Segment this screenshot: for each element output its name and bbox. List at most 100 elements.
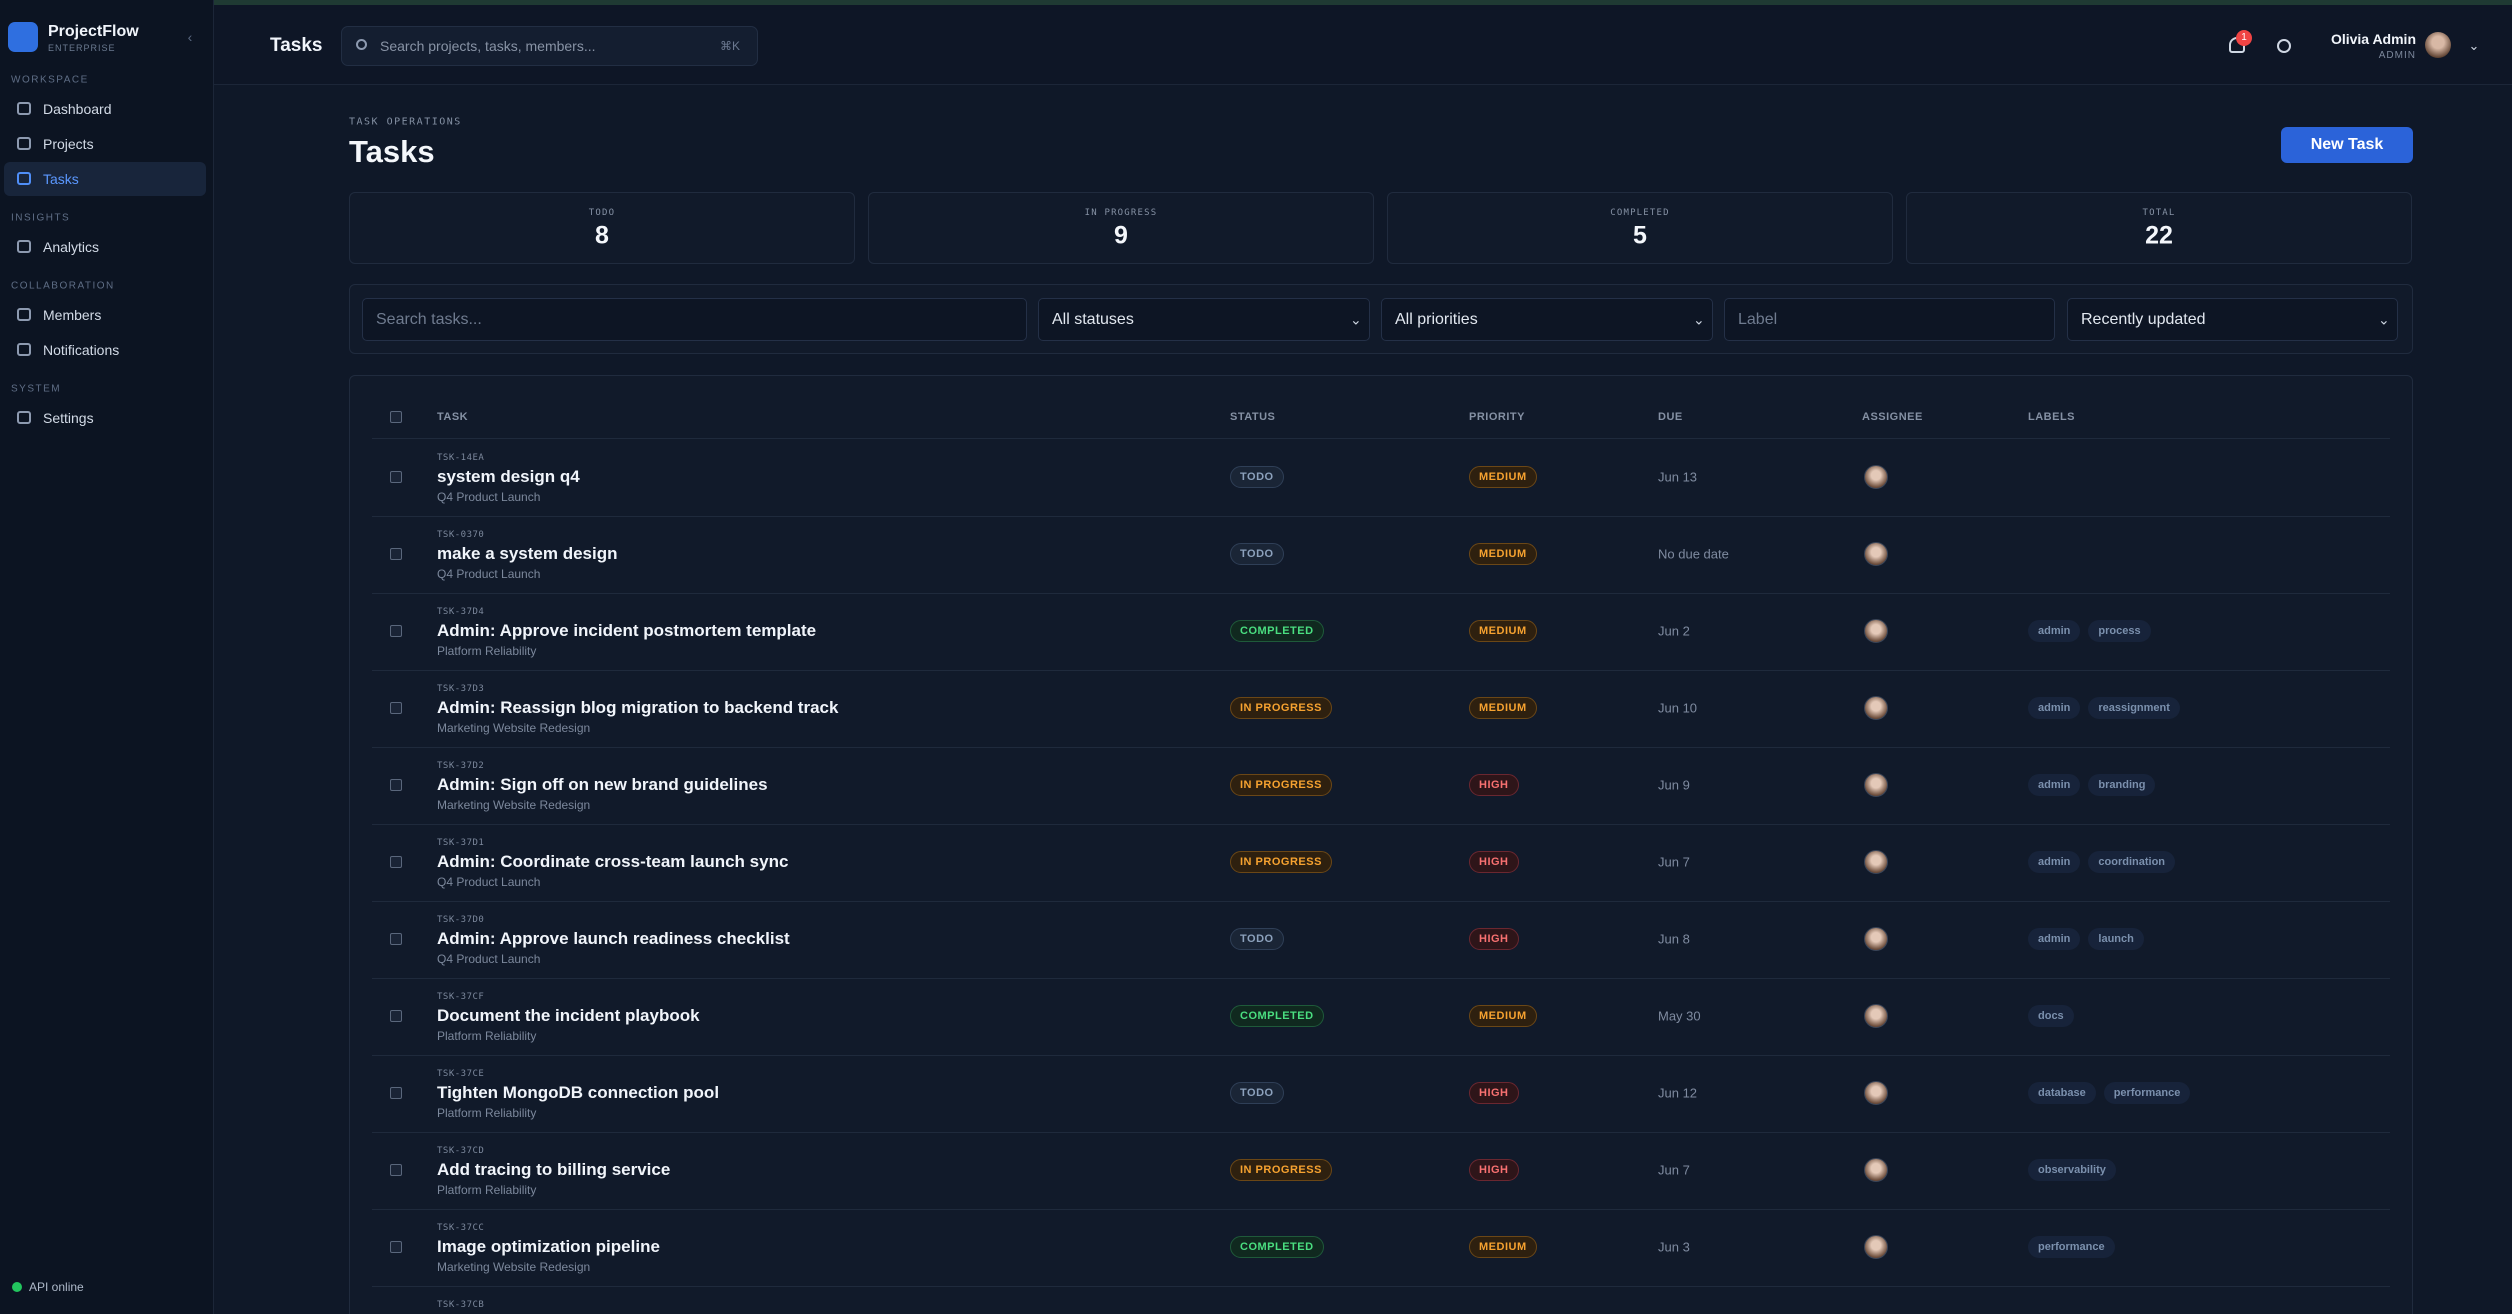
- row-checkbox[interactable]: [390, 1087, 402, 1099]
- assignee-avatar: [1864, 1004, 1888, 1028]
- label-chip: admin: [2028, 928, 2081, 950]
- nav-icon: [17, 308, 31, 321]
- status-badge: COMPLETED: [1230, 620, 1324, 642]
- priority-badge: HIGH: [1469, 928, 1519, 950]
- status-badge: TODO: [1230, 543, 1284, 565]
- row-checkbox[interactable]: [390, 548, 402, 560]
- brand-name: ProjectFlow: [48, 23, 139, 40]
- eyebrow: TASK OPERATIONS: [349, 116, 462, 128]
- user-menu[interactable]: ⌄: [2468, 38, 2480, 53]
- api-status: API online: [29, 1280, 84, 1294]
- dropdown-caret: ⌄: [2378, 311, 2390, 328]
- nav-item[interactable]: Notifications: [43, 342, 120, 358]
- row-checkbox[interactable]: [390, 856, 402, 868]
- row-divider: [372, 1209, 2390, 1210]
- filter-sort[interactable]: [2067, 298, 2398, 341]
- status-badge: TODO: [1230, 1082, 1284, 1104]
- priority-badge: MEDIUM: [1469, 1005, 1537, 1027]
- search-icon: [356, 39, 367, 50]
- assignee-avatar: [1864, 619, 1888, 643]
- filter-text: Label: [1738, 311, 1778, 328]
- task-title[interactable]: make a system design: [437, 544, 618, 563]
- task-id: TSK-37CF: [437, 992, 485, 1002]
- task-title[interactable]: Add tracing to billing service: [437, 1160, 671, 1179]
- global-search[interactable]: [341, 26, 758, 66]
- filter-label[interactable]: [1724, 298, 2055, 341]
- assignee-avatar: [1864, 1158, 1888, 1182]
- assignee-avatar: [1864, 696, 1888, 720]
- user-role: ADMIN: [2378, 50, 2416, 61]
- logo: [8, 22, 38, 52]
- label-chip: performance: [2028, 1236, 2115, 1258]
- filter-search[interactable]: [362, 298, 1027, 341]
- new-task-button[interactable]: New Task: [2281, 127, 2413, 163]
- stat-value: 5: [1633, 221, 1647, 250]
- task-id: TSK-37CC: [437, 1223, 485, 1233]
- task-title[interactable]: Admin: Approve launch readiness checklis…: [437, 929, 790, 948]
- task-title[interactable]: system design q4: [437, 467, 580, 486]
- label-chip: reassignment: [2088, 697, 2180, 719]
- nav-item[interactable]: Projects: [43, 136, 94, 152]
- badge: 1: [2236, 30, 2252, 46]
- user-avatar[interactable]: [2425, 32, 2451, 58]
- task-title[interactable]: Admin: Approve incident postmortem templ…: [437, 621, 817, 640]
- due-date: Jun 2: [1658, 623, 1690, 639]
- nav-item[interactable]: Analytics: [43, 239, 100, 255]
- nav-icon: [17, 411, 31, 424]
- brand-edition: ENTERPRISE: [48, 43, 116, 53]
- task-project: Platform Reliability: [437, 1183, 537, 1197]
- task-title[interactable]: Admin: Reassign blog migration to backen…: [437, 698, 839, 717]
- row-checkbox[interactable]: [390, 471, 402, 483]
- label-chip: branding: [2088, 774, 2156, 796]
- due-date: Jun 3: [1658, 1239, 1690, 1255]
- filter-status[interactable]: [1038, 298, 1370, 341]
- nav-item[interactable]: Tasks: [43, 171, 79, 187]
- nav-item[interactable]: Settings: [43, 410, 94, 426]
- task-project: Q4 Product Launch: [437, 875, 541, 889]
- collapse[interactable]: ‹: [187, 29, 193, 45]
- row-checkbox[interactable]: [390, 933, 402, 945]
- label-chip: database: [2028, 1082, 2096, 1104]
- priority-badge: MEDIUM: [1469, 620, 1537, 642]
- task-title[interactable]: Image optimization pipeline: [437, 1237, 660, 1256]
- row-checkbox[interactable]: [390, 1164, 402, 1176]
- select-all[interactable]: [390, 411, 402, 423]
- assignee-avatar: [1864, 542, 1888, 566]
- task-id: TSK-37D3: [437, 684, 485, 694]
- column-header: TASK: [437, 411, 469, 423]
- task-title[interactable]: Document the incident playbook: [437, 1006, 700, 1025]
- filter-priority[interactable]: [1381, 298, 1713, 341]
- search-shortcut: ⌘K: [720, 39, 741, 53]
- theme-toggle[interactable]: [2277, 39, 2291, 53]
- column-header: DUE: [1658, 411, 1683, 423]
- assignee-avatar: [1864, 1081, 1888, 1105]
- task-id: TSK-37D1: [437, 838, 485, 848]
- row-checkbox[interactable]: [390, 1241, 402, 1253]
- task-project: Q4 Product Launch: [437, 952, 541, 966]
- stat-label: TODO: [588, 208, 616, 218]
- label-chip: coordination: [2088, 851, 2176, 873]
- nav-item[interactable]: Members: [43, 307, 102, 323]
- task-title[interactable]: Admin: Sign off on new brand guidelines: [437, 775, 768, 794]
- row-checkbox[interactable]: [390, 779, 402, 791]
- stat-card: [1906, 192, 2412, 264]
- stat-value: 22: [2145, 221, 2173, 250]
- nav-item[interactable]: Dashboard: [43, 101, 112, 117]
- row-checkbox[interactable]: [390, 702, 402, 714]
- assignee-avatar: [1864, 850, 1888, 874]
- task-title[interactable]: Admin: Coordinate cross-team launch sync: [437, 852, 789, 871]
- row-checkbox[interactable]: [390, 1010, 402, 1022]
- label-chip: admin: [2028, 697, 2081, 719]
- status-dot: [12, 1282, 22, 1292]
- task-id: TSK-37D4: [437, 607, 485, 617]
- top-strip: [0, 0, 2512, 5]
- row-checkbox[interactable]: [390, 625, 402, 637]
- stat-label: IN PROGRESS: [1084, 208, 1158, 218]
- task-title[interactable]: Tighten MongoDB connection pool: [437, 1083, 720, 1102]
- priority-badge: HIGH: [1469, 851, 1519, 873]
- column-header: LABELS: [2028, 411, 2075, 423]
- label-chip: admin: [2028, 851, 2081, 873]
